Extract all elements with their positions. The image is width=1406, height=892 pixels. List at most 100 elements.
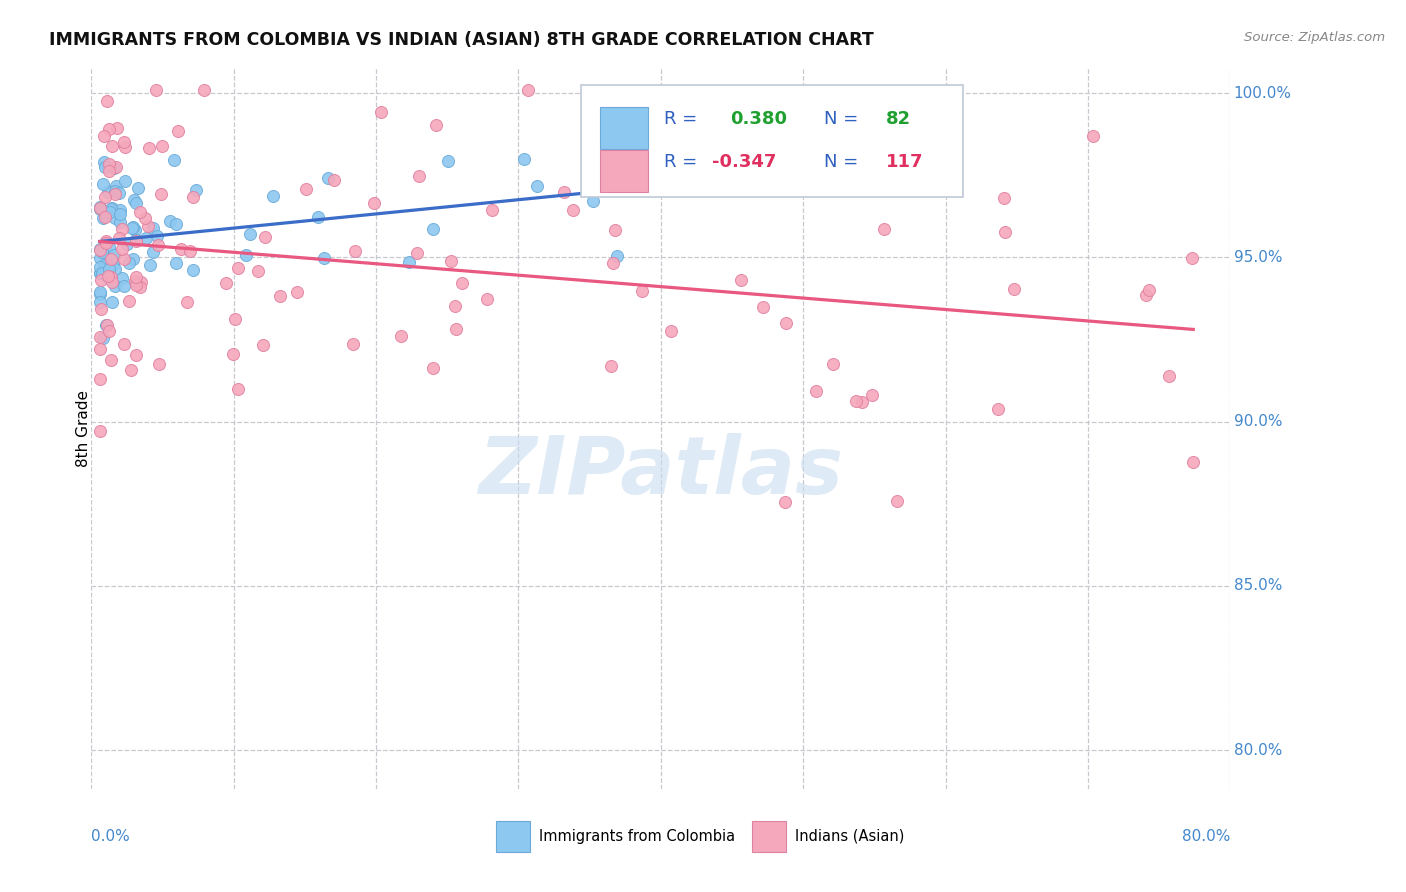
Bar — [600, 150, 648, 192]
Point — [124, 274, 146, 288]
Point — [648, 156, 671, 170]
Point — [602, 256, 624, 270]
Point — [101, 276, 124, 290]
Point — [215, 277, 238, 291]
Point — [851, 395, 873, 409]
Point — [437, 153, 460, 168]
Point — [128, 205, 150, 219]
Text: -0.347: -0.347 — [711, 153, 776, 171]
Point — [110, 270, 132, 285]
Point — [98, 205, 121, 219]
Point — [184, 183, 207, 197]
Point — [605, 223, 627, 237]
Point — [89, 201, 111, 215]
Point — [104, 262, 127, 277]
Text: 90.0%: 90.0% — [1233, 414, 1282, 429]
Point — [122, 193, 145, 207]
Text: R =: R = — [664, 153, 703, 171]
Point — [163, 153, 186, 168]
Point — [98, 122, 121, 136]
Point — [97, 185, 120, 199]
Point — [252, 338, 274, 352]
Point — [104, 186, 127, 201]
Point — [107, 231, 129, 245]
Point — [526, 179, 548, 194]
Point — [711, 109, 734, 123]
Text: ZIPatlas: ZIPatlas — [478, 433, 844, 510]
Text: Source: ZipAtlas.com: Source: ZipAtlas.com — [1244, 31, 1385, 45]
Point — [295, 182, 318, 196]
Point — [108, 215, 131, 229]
Point — [730, 273, 752, 287]
Point — [606, 249, 628, 263]
Point — [145, 228, 167, 243]
Point — [125, 270, 148, 285]
Point — [363, 195, 385, 210]
Point — [422, 221, 444, 235]
Point — [89, 285, 111, 299]
Text: 100.0%: 100.0% — [1233, 86, 1292, 101]
Text: N =: N = — [824, 110, 863, 128]
Point — [342, 336, 364, 351]
Point — [148, 358, 170, 372]
Point — [993, 191, 1015, 205]
Point — [104, 184, 127, 198]
Point — [101, 257, 124, 271]
Point — [513, 153, 536, 167]
Point — [752, 300, 775, 314]
Point — [89, 200, 111, 214]
Point — [224, 312, 246, 326]
Point — [481, 202, 503, 217]
Point — [389, 329, 412, 343]
Point — [606, 147, 628, 161]
Point — [97, 270, 120, 285]
Point — [94, 318, 117, 332]
Point — [89, 266, 111, 280]
Point — [128, 280, 150, 294]
Point — [97, 324, 120, 338]
Point — [1137, 283, 1160, 297]
Point — [96, 95, 118, 109]
Point — [440, 253, 463, 268]
Point — [370, 104, 392, 119]
Point — [176, 295, 198, 310]
Point — [89, 295, 111, 310]
Point — [93, 204, 115, 219]
Point — [285, 285, 308, 300]
Text: Indians (Asian): Indians (Asian) — [796, 829, 904, 844]
Point — [124, 275, 146, 289]
Point — [121, 252, 143, 267]
Text: IMMIGRANTS FROM COLOMBIA VS INDIAN (ASIAN) 8TH GRADE CORRELATION CHART: IMMIGRANTS FROM COLOMBIA VS INDIAN (ASIA… — [49, 31, 875, 49]
Point — [89, 266, 111, 280]
Point — [112, 337, 135, 351]
Point — [475, 292, 498, 306]
Point — [405, 246, 427, 260]
Point — [120, 363, 142, 377]
Point — [111, 222, 134, 236]
Point — [343, 244, 366, 258]
Point — [100, 202, 122, 216]
Point — [103, 161, 125, 175]
Point — [93, 160, 115, 174]
Point — [125, 278, 148, 293]
Point — [125, 348, 148, 362]
Point — [94, 234, 117, 248]
Point — [125, 233, 148, 247]
Point — [124, 223, 146, 237]
Point — [600, 359, 623, 374]
Point — [108, 186, 131, 201]
Point — [239, 227, 262, 241]
Point — [134, 211, 156, 225]
Point — [89, 202, 111, 217]
Point — [1135, 288, 1157, 302]
Point — [114, 140, 136, 154]
Point — [1182, 455, 1205, 469]
Point — [112, 278, 135, 293]
Point — [422, 360, 444, 375]
Point — [886, 494, 908, 508]
Point — [94, 210, 117, 224]
Text: 85.0%: 85.0% — [1233, 578, 1282, 593]
Point — [104, 278, 127, 293]
Point — [235, 248, 257, 262]
Point — [101, 295, 124, 310]
